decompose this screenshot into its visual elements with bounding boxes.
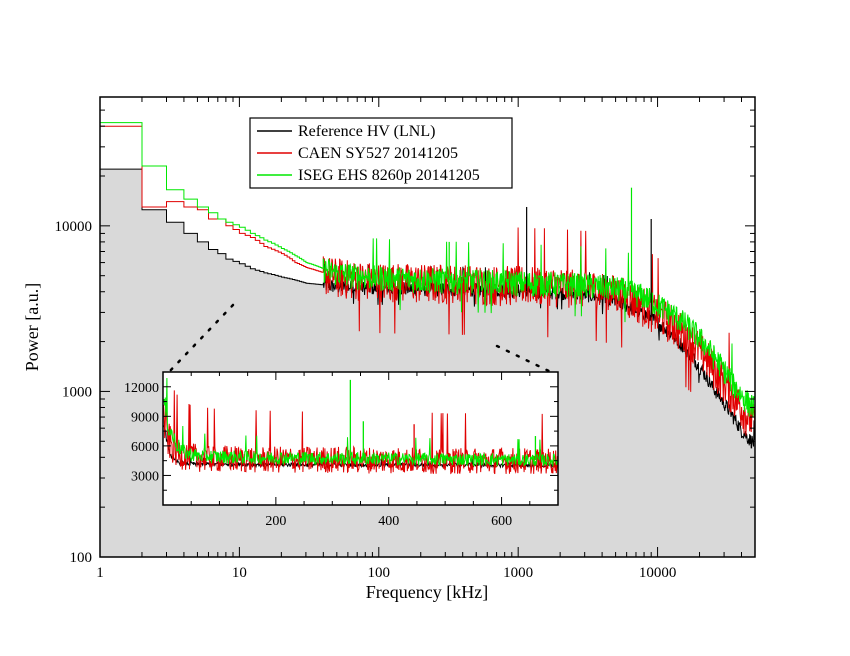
legend-entry: ISEG EHS 8260p 20141205	[257, 167, 480, 184]
legend: Reference HV (LNL) CAEN SY527 20141205 I…	[249, 117, 513, 189]
legend-label: Reference HV (LNL)	[298, 123, 435, 140]
x-tick-label: 1	[96, 565, 104, 581]
series-line	[100, 122, 756, 418]
legend-box	[249, 117, 513, 189]
inset-x-tick-label: 200	[265, 514, 286, 529]
legend-label: CAEN SY527 20141205	[298, 145, 458, 162]
inset-plot: 200 400 600 3000 6000 9000 12000	[124, 371, 559, 529]
inset-y-tick-label: 6000	[131, 440, 159, 455]
legend-entry: Reference HV (LNL)	[257, 123, 435, 140]
x-tick-label: 10	[232, 565, 247, 581]
series-layer	[100, 122, 756, 449]
y-tick-label: 100	[70, 550, 93, 566]
inset-x-tick-label: 600	[491, 514, 512, 529]
y-axis-label: Power [a.u.]	[22, 283, 42, 371]
zoom-connector-left	[166, 303, 235, 375]
legend-entry: CAEN SY527 20141205	[257, 145, 458, 162]
x-tick-label: 100	[368, 565, 391, 581]
x-axis-ticks: 1 10 100 1000 10000	[96, 97, 756, 581]
legend-label: ISEG EHS 8260p 20141205	[298, 167, 480, 184]
zoom-connector-right	[495, 344, 555, 375]
y-tick-label: 10000	[55, 219, 93, 235]
inset-zoom-connectors	[166, 303, 555, 375]
x-tick-label: 1000	[503, 565, 533, 581]
x-axis-label: Frequency [kHz]	[366, 582, 488, 602]
y-tick-label: 1000	[62, 384, 92, 400]
inset-x-axis-ticks: 200 400 600	[190, 372, 559, 529]
y-axis-ticks: 100 1000 10000	[55, 96, 755, 566]
inset-series-line	[163, 377, 559, 468]
inset-y-axis-ticks: 3000 6000 9000 12000	[124, 381, 558, 491]
inset-background	[163, 372, 558, 505]
inset-y-tick-label: 9000	[131, 410, 159, 425]
plot-frame	[99, 96, 756, 558]
inset-series-layer	[163, 377, 559, 475]
inset-y-tick-label: 3000	[131, 469, 159, 484]
inset-x-tick-label: 400	[378, 514, 399, 529]
x-tick-label: 10000	[639, 565, 677, 581]
inset-y-tick-label: 12000	[124, 381, 159, 396]
